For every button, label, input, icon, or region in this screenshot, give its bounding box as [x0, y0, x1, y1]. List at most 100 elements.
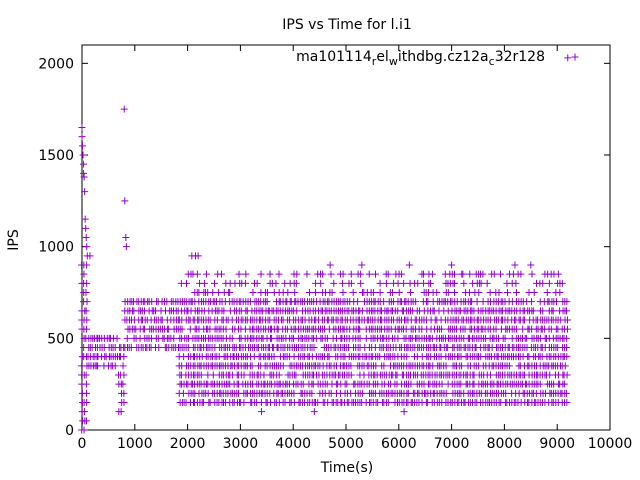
data-point [272, 279, 280, 287]
data-point [451, 289, 459, 296]
data-point [365, 270, 373, 278]
x-tick-label: 8000 [487, 436, 523, 452]
data-point [539, 307, 547, 315]
data-point [253, 279, 261, 287]
data-point [82, 389, 90, 397]
data-point [545, 279, 553, 287]
data-point [226, 289, 234, 296]
data-point [528, 298, 536, 306]
data-point [563, 371, 571, 379]
data-point [497, 270, 505, 278]
x-tick-label: 5000 [328, 436, 364, 452]
data-point [495, 289, 503, 296]
data-point [183, 279, 191, 287]
data-point [78, 133, 86, 141]
data-point [543, 289, 551, 296]
plot-frame [81, 44, 611, 431]
data-point [80, 270, 88, 278]
data-point [263, 298, 271, 306]
data-point [122, 234, 130, 241]
data-point [505, 362, 513, 370]
data-point [347, 279, 355, 287]
data-point [343, 380, 351, 388]
x-tick-label: 3000 [223, 436, 259, 452]
data-point [444, 289, 452, 296]
data-point [240, 371, 248, 379]
data-point [563, 307, 571, 315]
data-point [349, 289, 357, 296]
data-point [564, 54, 572, 62]
data-point [504, 289, 512, 296]
data-point [113, 334, 121, 342]
data-point [357, 279, 365, 287]
data-point [511, 261, 519, 269]
data-point [292, 371, 300, 379]
data-point [80, 173, 88, 181]
data-point [356, 325, 364, 333]
data-point [310, 408, 318, 416]
data-point [438, 380, 446, 388]
data-point [327, 270, 335, 278]
data-point [193, 270, 201, 278]
data-point [81, 408, 89, 416]
data-point [317, 279, 325, 287]
data-point [303, 270, 311, 278]
data-point [83, 316, 91, 324]
x-tick-label: 10000 [588, 436, 633, 452]
data-point [459, 270, 467, 278]
data-point [312, 289, 320, 296]
data-point [563, 353, 571, 361]
data-point [83, 261, 91, 269]
data-point [122, 243, 130, 251]
data-point [376, 279, 384, 287]
data-point [395, 289, 403, 296]
x-axis-ticks: 0 1000 2000 3000 4000 5000 6000 7000 8000 9000 100… [78, 45, 633, 452]
data-point [512, 279, 520, 287]
data-point [83, 298, 91, 306]
data-point [258, 408, 266, 416]
data-point [86, 252, 94, 260]
data-point [466, 270, 474, 278]
data-point [81, 188, 89, 196]
legend-label-part: w [389, 55, 398, 68]
data-point [389, 289, 397, 296]
x-axis-label: Time(s) [320, 460, 373, 476]
data-point [83, 399, 91, 406]
legend-label-part: ithdbg.cz12a [398, 49, 489, 65]
data-point [242, 279, 250, 287]
data-point [275, 270, 283, 278]
data-point [407, 380, 415, 388]
data-point [473, 298, 481, 306]
data-point [78, 124, 86, 131]
data-point [305, 289, 313, 296]
data-point [120, 371, 128, 379]
data-point [552, 298, 560, 306]
data-point [328, 289, 336, 296]
data-point [339, 289, 347, 296]
y-tick-label: 1000 [38, 240, 74, 256]
legend-label-part: c [489, 55, 495, 68]
data-point [561, 362, 569, 370]
data-point [117, 408, 125, 416]
data-point [528, 270, 536, 278]
x-tick-label: 1000 [117, 436, 153, 452]
legend-label-part: 32r128 [495, 49, 545, 65]
data-point [371, 270, 379, 278]
data-point [428, 270, 436, 278]
y-tick-label: 0 [65, 423, 74, 439]
data-point [529, 307, 537, 315]
chart-title: IPS vs Time for l.i1 [282, 17, 412, 33]
data-point [310, 344, 318, 351]
data-point [412, 298, 420, 306]
data-point [293, 270, 301, 278]
data-point [563, 298, 571, 306]
data-point [384, 399, 392, 406]
data-point [372, 362, 380, 370]
data-point [380, 362, 388, 370]
data-point [270, 353, 278, 361]
x-tick-label: 4000 [275, 436, 311, 452]
legend-series-marker [571, 53, 579, 61]
data-point [426, 279, 434, 287]
data-point [384, 270, 392, 278]
data-point [438, 325, 446, 333]
